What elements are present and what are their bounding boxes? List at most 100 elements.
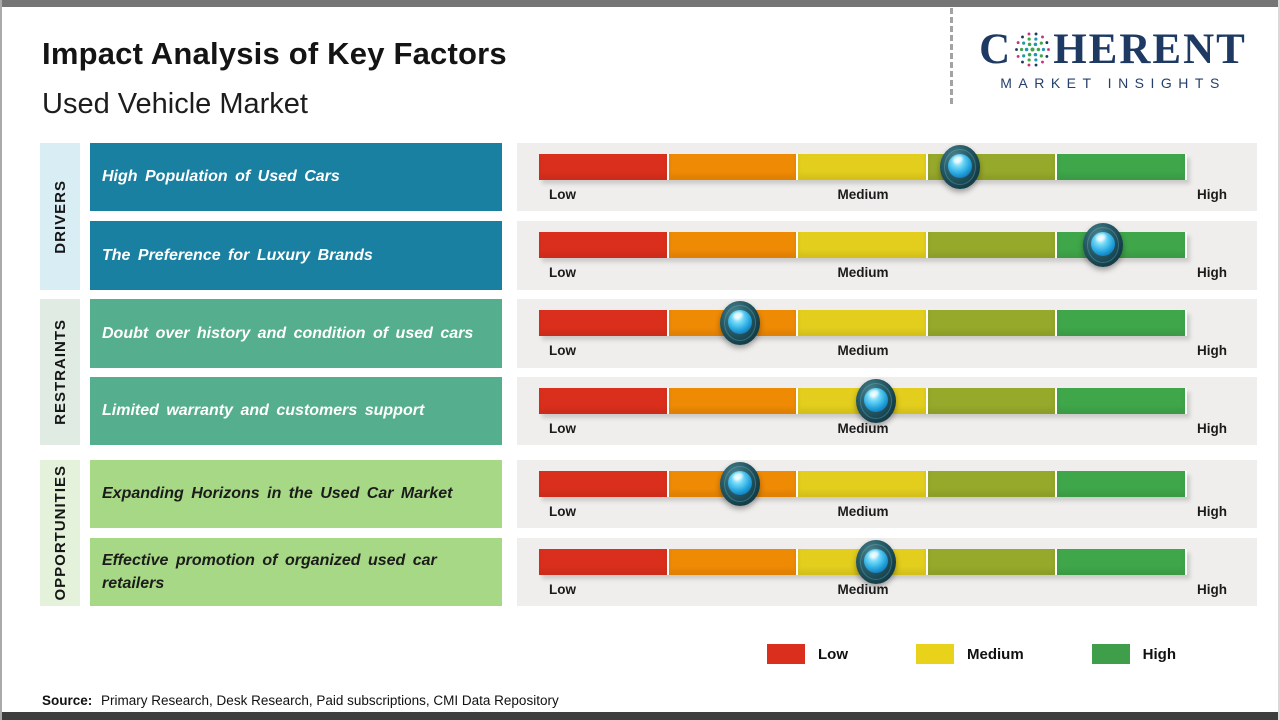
factor-box: Effective promotion of organized used ca… bbox=[90, 538, 502, 606]
header-divider bbox=[950, 8, 953, 104]
factor-row: The Preference for Luxury Brands Low Med… bbox=[90, 221, 1257, 290]
scale-label-medium: Medium bbox=[837, 582, 889, 597]
scale-label-high: High bbox=[1197, 421, 1227, 436]
scale-segment-medium-high bbox=[927, 388, 1058, 414]
scale-label-low: Low bbox=[549, 504, 576, 519]
factor-row: Expanding Horizons in the Used Car Marke… bbox=[90, 460, 1257, 528]
source-text: Primary Research, Desk Research, Paid su… bbox=[101, 693, 559, 708]
factor-box: Expanding Horizons in the Used Car Marke… bbox=[90, 460, 502, 528]
scale-segment-medium-high bbox=[927, 549, 1058, 575]
scale-label-low: Low bbox=[549, 582, 576, 597]
scale-label-low: Low bbox=[549, 187, 576, 202]
legend-swatch-high-icon bbox=[1091, 644, 1130, 664]
factor-label: Expanding Horizons in the Used Car Marke… bbox=[102, 485, 453, 503]
scale-label-high: High bbox=[1197, 343, 1227, 358]
scale-segment-low-medium bbox=[668, 388, 799, 414]
scale-label-high: High bbox=[1197, 504, 1227, 519]
group-strip-restraints: RESTRAINTS bbox=[40, 299, 80, 445]
dotted-globe-icon bbox=[1015, 32, 1051, 67]
scale-labels: Low Medium High bbox=[517, 421, 1257, 441]
factor-label: Effective promotion of organized used ca… bbox=[102, 551, 437, 592]
scale-label-low: Low bbox=[549, 265, 576, 280]
group-strip-opportunities: OPPORTUNITIES bbox=[40, 460, 80, 606]
legend-label-low: Low bbox=[818, 645, 848, 663]
scale-segment-medium bbox=[798, 232, 928, 258]
scale-labels: Low Medium High bbox=[517, 265, 1257, 285]
impact-scale-bar bbox=[539, 462, 1187, 506]
scale-segment-high bbox=[1057, 310, 1187, 336]
scale-segment-high bbox=[1057, 549, 1187, 575]
legend-item-high: High bbox=[1091, 644, 1176, 664]
scale-label-high: High bbox=[1197, 187, 1227, 202]
scale-segment-low bbox=[539, 232, 669, 258]
scale-segment-medium-high bbox=[927, 232, 1058, 258]
legend-swatch-medium-icon bbox=[916, 644, 954, 664]
scale-labels: Low Medium High bbox=[517, 343, 1257, 363]
scale-label-high: High bbox=[1197, 582, 1227, 597]
impact-marker-icon bbox=[1082, 223, 1123, 267]
logo-letters-rest: HERENT bbox=[1053, 26, 1247, 73]
legend-label-high: High bbox=[1142, 645, 1176, 663]
group-strip-drivers: DRIVERS bbox=[40, 143, 80, 290]
scale-label-medium: Medium bbox=[837, 343, 889, 358]
group-label-restraints: RESTRAINTS bbox=[51, 319, 69, 425]
impact-marker-icon bbox=[855, 379, 896, 423]
scale-label-low: Low bbox=[549, 421, 576, 436]
source-label: Source: bbox=[42, 693, 93, 708]
scale-segment-high bbox=[1057, 154, 1187, 180]
legend-swatch-low-icon bbox=[767, 644, 805, 664]
impact-scale-bar bbox=[539, 301, 1187, 345]
factor-label: Doubt over history and condition of used… bbox=[102, 324, 474, 342]
impact-scale-bar bbox=[539, 223, 1187, 267]
scale-segment-low-medium bbox=[668, 549, 799, 575]
scale-label-medium: Medium bbox=[837, 265, 889, 280]
legend-item-low: Low bbox=[767, 644, 848, 664]
scale-segment-medium bbox=[798, 310, 928, 336]
factor-label: Limited warranty and customers support bbox=[102, 402, 425, 420]
factor-row: Limited warranty and customers support L… bbox=[90, 377, 1257, 445]
scale-label-medium: Medium bbox=[837, 504, 889, 519]
scale-segment-low-medium bbox=[668, 232, 799, 258]
impact-marker-icon bbox=[855, 540, 896, 584]
scale-segment-medium-high bbox=[927, 310, 1058, 336]
factor-label: The Preference for Luxury Brands bbox=[102, 246, 373, 264]
impact-scale-bar bbox=[539, 540, 1187, 584]
legend-label-medium: Medium bbox=[967, 645, 1024, 663]
logo-letter-c: C bbox=[979, 26, 1013, 73]
scale-label-medium: Medium bbox=[837, 421, 889, 436]
scale-label-medium: Medium bbox=[837, 187, 889, 202]
impact-marker-icon bbox=[940, 145, 981, 189]
company-logo: C HERENT MARKET INSIGHTS bbox=[964, 28, 1262, 91]
legend-item-medium: Medium bbox=[916, 644, 1024, 664]
scale-segment-low bbox=[539, 471, 669, 497]
logo-subtext: MARKET INSIGHTS bbox=[1000, 75, 1226, 91]
scale-labels: Low Medium High bbox=[517, 504, 1257, 524]
factor-box: The Preference for Luxury Brands bbox=[90, 221, 502, 290]
logo-wordmark: C HERENT bbox=[964, 28, 1262, 71]
scale-label-low: Low bbox=[549, 343, 576, 358]
top-border-bar bbox=[2, 0, 1278, 7]
factor-row: Effective promotion of organized used ca… bbox=[90, 538, 1257, 606]
factor-row: High Population of Used Cars Low Medium … bbox=[90, 143, 1257, 211]
group-label-drivers: DRIVERS bbox=[51, 179, 69, 254]
scale-segment-medium-high bbox=[927, 471, 1058, 497]
scale-segment-medium bbox=[798, 154, 928, 180]
scale-segment-high bbox=[1057, 388, 1187, 414]
factor-label: High Population of Used Cars bbox=[102, 168, 340, 186]
impact-meter: Low Medium High bbox=[517, 538, 1257, 606]
source-note: Source: Primary Research, Desk Research,… bbox=[42, 693, 559, 708]
scale-segment-high bbox=[1057, 471, 1187, 497]
scale-labels: Low Medium High bbox=[517, 582, 1257, 602]
page-subtitle: Used Vehicle Market bbox=[42, 88, 308, 120]
impact-marker-icon bbox=[719, 301, 760, 345]
impact-meter: Low Medium High bbox=[517, 460, 1257, 528]
scale-segment-low bbox=[539, 310, 669, 336]
factor-box: Doubt over history and condition of used… bbox=[90, 299, 502, 368]
impact-scale-bar bbox=[539, 145, 1187, 189]
scale-segment-low-medium bbox=[668, 154, 799, 180]
impact-meter: Low Medium High bbox=[517, 221, 1257, 290]
scale-segment-low bbox=[539, 549, 669, 575]
factor-box: Limited warranty and customers support bbox=[90, 377, 502, 445]
bottom-border-bar bbox=[2, 712, 1278, 720]
